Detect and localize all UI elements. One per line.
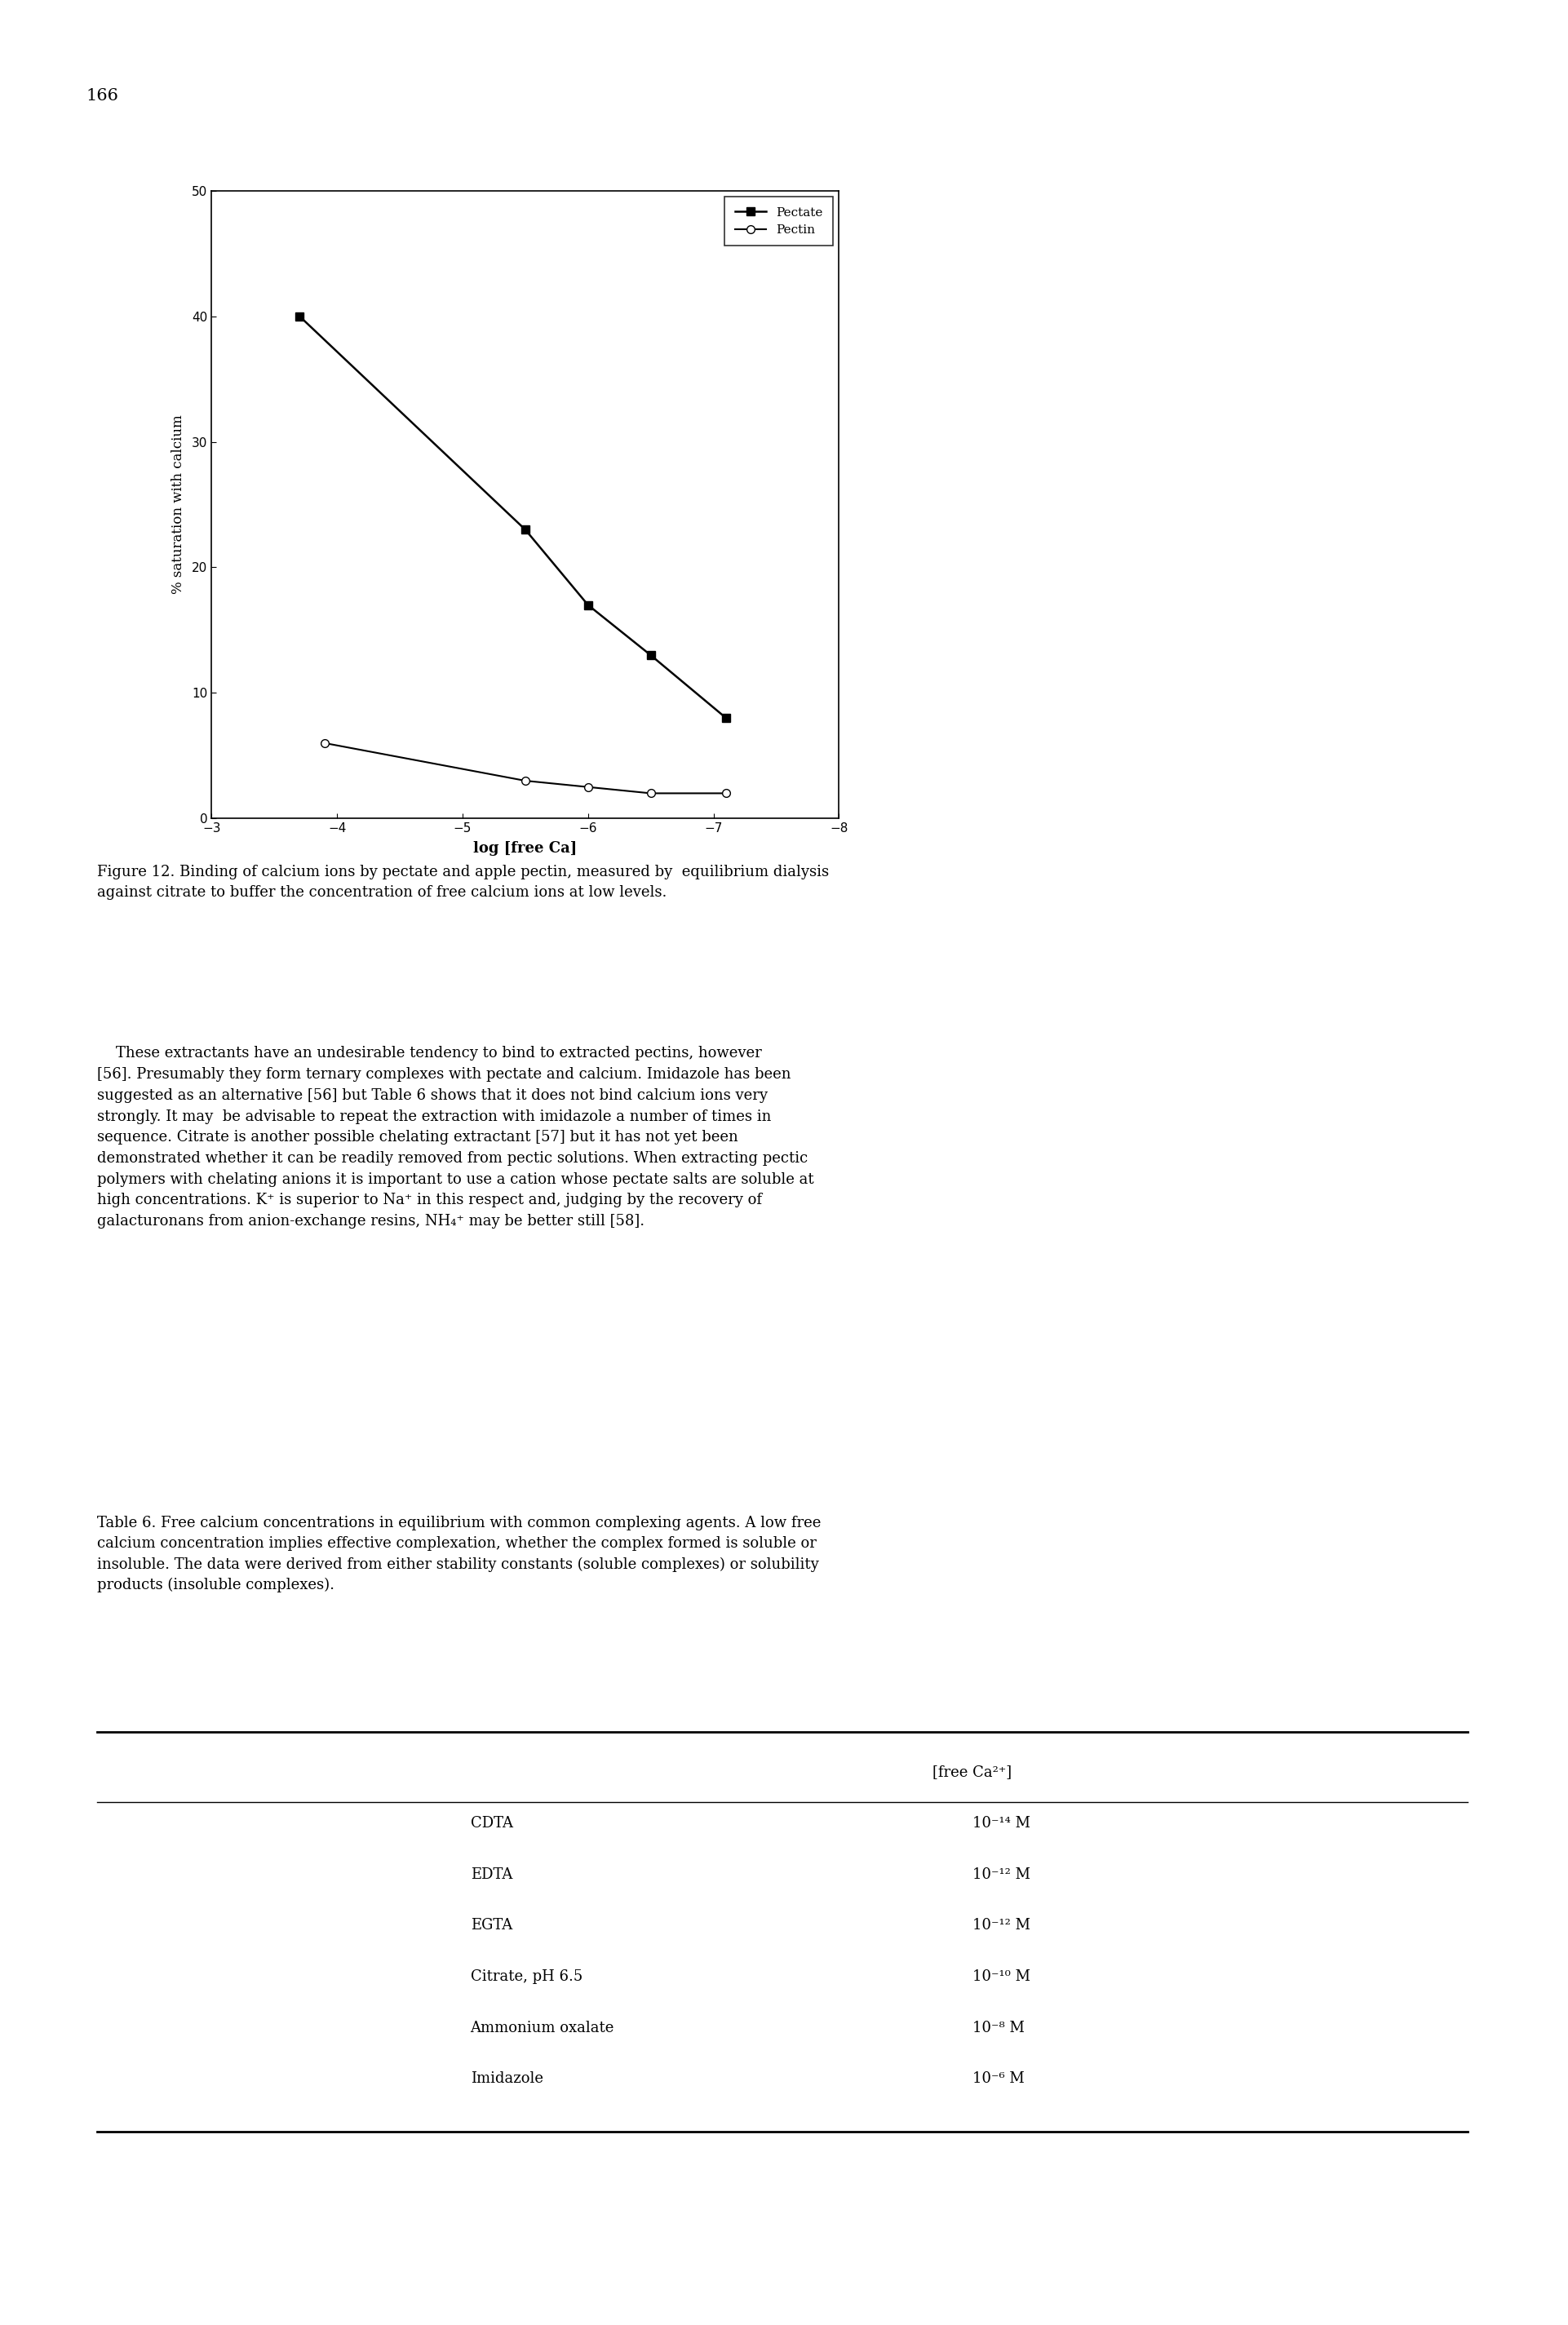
Text: 10⁻⁸ M: 10⁻⁸ M <box>972 2020 1024 2034</box>
Pectin <box>516 767 535 795</box>
Text: These extractants have an undesirable tendency to bind to extracted pectins, how: These extractants have an undesirable te… <box>97 1046 814 1228</box>
Text: 10⁻¹² M: 10⁻¹² M <box>972 1918 1030 1932</box>
Text: [free Ca²⁺]: [free Ca²⁺] <box>933 1765 1011 1779</box>
Text: Imidazole: Imidazole <box>470 2072 543 2086</box>
Pectin <box>579 774 597 802</box>
Text: 10⁻¹⁴ M: 10⁻¹⁴ M <box>972 1816 1030 1830</box>
Y-axis label: % saturation with calcium: % saturation with calcium <box>171 414 185 595</box>
Text: Figure 12. Binding of calcium ions by pectate and apple pectin, measured by  equ: Figure 12. Binding of calcium ions by pe… <box>97 865 829 900</box>
Pectin <box>315 730 334 758</box>
Pectate <box>641 642 660 670</box>
Line: Pectate: Pectate <box>295 312 731 723</box>
Pectin <box>717 779 735 807</box>
Pectate <box>516 516 535 544</box>
X-axis label: log [free Ca]: log [free Ca] <box>474 842 577 856</box>
Line: Pectin: Pectin <box>320 739 731 797</box>
Text: Table 6. Free calcium concentrations in equilibrium with common complexing agent: Table 6. Free calcium concentrations in … <box>97 1516 822 1593</box>
Text: CDTA: CDTA <box>470 1816 513 1830</box>
Text: Ammonium oxalate: Ammonium oxalate <box>470 2020 615 2034</box>
Legend: Pectate, Pectin: Pectate, Pectin <box>724 198 833 246</box>
Text: EGTA: EGTA <box>470 1918 513 1932</box>
Text: 10⁻¹⁰ M: 10⁻¹⁰ M <box>972 1969 1030 1983</box>
Pectate <box>290 302 309 330</box>
Pectate <box>717 704 735 732</box>
Text: EDTA: EDTA <box>470 1867 513 1881</box>
Text: 10⁻¹² M: 10⁻¹² M <box>972 1867 1030 1881</box>
Pectin <box>641 779 660 807</box>
Text: 166: 166 <box>86 88 119 105</box>
Text: Citrate, pH 6.5: Citrate, pH 6.5 <box>470 1969 582 1983</box>
Text: 10⁻⁶ M: 10⁻⁶ M <box>972 2072 1024 2086</box>
Pectate <box>579 591 597 618</box>
